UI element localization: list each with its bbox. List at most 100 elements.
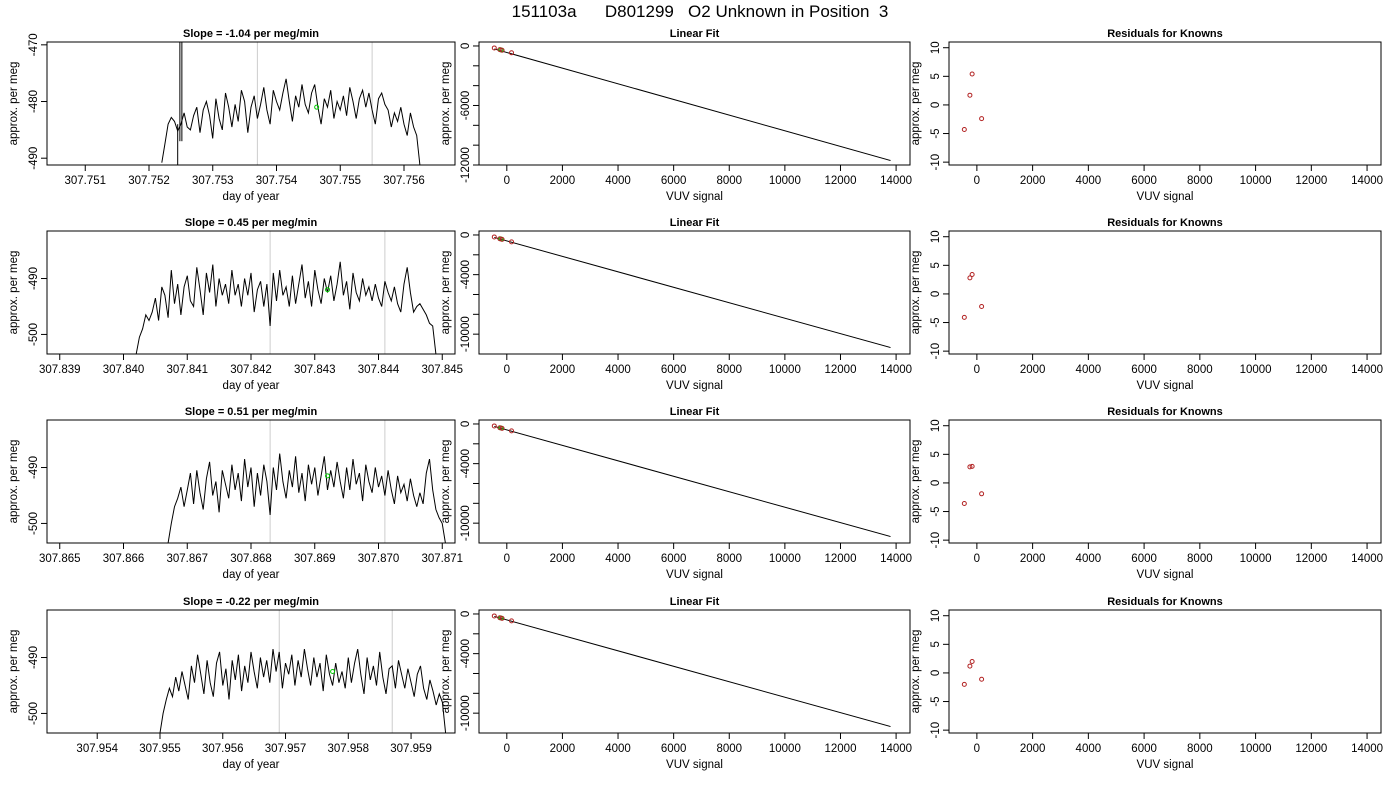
known-point <box>497 236 503 242</box>
y-axis-label: approx. per meg <box>440 440 452 524</box>
x-tick-label: 307.841 <box>166 364 208 376</box>
x-tick-label: 4000 <box>605 364 631 376</box>
known-point <box>497 425 503 431</box>
known-point <box>969 658 975 664</box>
x-tick-label: 0 <box>974 553 980 565</box>
panel-1-2: Linear Fit 0 2000 4000 6000 8000 10000 12000 140… <box>440 28 912 203</box>
y-tick-label: -5 <box>930 128 942 138</box>
known-point <box>497 615 503 621</box>
x-tick-label: 307.866 <box>103 553 145 565</box>
x-tick-label: 8000 <box>1187 743 1213 755</box>
x-tick-label: 4000 <box>1076 743 1102 755</box>
x-tick-label: 6000 <box>1131 743 1157 755</box>
known-point <box>961 127 967 133</box>
panel-title: Linear Fit <box>670 596 720 608</box>
plot-area <box>491 423 891 538</box>
x-tick-label: 8000 <box>1187 175 1213 187</box>
x-tick-label: 14000 <box>1351 743 1383 755</box>
y-tick-label: -480 <box>28 90 40 113</box>
known-point <box>961 681 967 687</box>
y-tick-label: -490 <box>28 147 40 170</box>
y-tick-label: 0 <box>930 670 942 676</box>
x-axis-label: VUV signal <box>666 191 723 203</box>
x-axis-label: VUV signal <box>1137 569 1194 581</box>
known-point <box>979 116 985 122</box>
x-tick-label: 307.959 <box>390 743 432 755</box>
x-axis-label: VUV signal <box>666 569 723 581</box>
plot-frame <box>478 41 911 166</box>
y-tick-label: -5 <box>930 317 942 327</box>
known-point <box>491 613 497 619</box>
x-tick-label: 12000 <box>1295 743 1327 755</box>
y-tick-label: 10 <box>930 230 942 243</box>
x-tick-label: 0 <box>504 175 510 187</box>
panel-1-1: Slope = -1.04 per meg/min 307.751 307.752 3… <box>8 28 456 203</box>
x-tick-label: 307.839 <box>39 364 81 376</box>
x-tick-label: 307.865 <box>39 553 81 565</box>
x-tick-label: 8000 <box>1187 364 1213 376</box>
x-tick-label: 10000 <box>1240 175 1272 187</box>
known-point <box>509 239 515 245</box>
known-point <box>967 663 973 669</box>
x-tick-label: 2000 <box>1020 743 1046 755</box>
x-tick-label: 307.954 <box>76 743 118 755</box>
x-tick-label: 8000 <box>716 553 742 565</box>
x-tick-label: 307.871 <box>421 553 463 565</box>
x-tick-label: 6000 <box>661 364 687 376</box>
x-tick-label: 10000 <box>769 364 801 376</box>
x-tick-label: 307.844 <box>358 364 400 376</box>
x-tick-label: 12000 <box>824 364 856 376</box>
plot-frame <box>46 230 456 355</box>
plot-area <box>961 463 985 507</box>
y-tick-label: 10 <box>930 41 942 54</box>
known-point <box>967 275 973 281</box>
x-tick-label: 2000 <box>1020 553 1046 565</box>
y-tick-label: -490 <box>28 267 40 290</box>
plot-area <box>491 613 891 728</box>
x-tick-label: 12000 <box>824 553 856 565</box>
y-tick-label: 0 <box>930 102 942 108</box>
x-tick-label: 8000 <box>716 364 742 376</box>
x-tick-label: 307.751 <box>64 175 106 187</box>
plot-area <box>491 45 891 162</box>
series-line <box>161 78 421 165</box>
plot-frame <box>948 419 1382 544</box>
known-point <box>491 45 497 51</box>
y-tick-label: 5 <box>930 641 942 647</box>
plot-area <box>961 71 985 133</box>
plot-frame <box>948 230 1382 355</box>
y-axis-label: approx. per meg <box>8 251 20 335</box>
x-tick-label: 307.867 <box>166 553 208 565</box>
y-tick-label: -10 <box>930 532 942 549</box>
plot-frame <box>478 609 911 734</box>
known-point <box>499 425 505 431</box>
y-tick-label: 0 <box>460 232 472 238</box>
unknown-point <box>314 104 320 110</box>
known-point <box>499 615 505 621</box>
y-axis-label: approx. per meg <box>910 440 922 524</box>
unknown-point <box>330 669 336 674</box>
x-tick-label: 12000 <box>1295 553 1327 565</box>
x-tick-label: 10000 <box>769 175 801 187</box>
x-tick-label: 307.753 <box>192 175 234 187</box>
known-point <box>491 423 497 429</box>
known-point <box>509 428 515 434</box>
x-tick-label: 10000 <box>1240 743 1272 755</box>
x-tick-label: 2000 <box>1020 175 1046 187</box>
x-tick-label: 4000 <box>1076 175 1102 187</box>
y-tick-label: 0 <box>930 480 942 486</box>
plot-area <box>135 231 437 354</box>
known-point <box>969 463 975 469</box>
known-point <box>979 491 985 497</box>
panel-4-1: Slope = -0.22 per meg/min 307.954 307.955 3… <box>8 596 456 771</box>
y-tick-label: -10000 <box>460 316 472 352</box>
plot-area <box>167 420 446 543</box>
plot-frame <box>948 609 1382 734</box>
x-tick-label: 10000 <box>769 743 801 755</box>
plot-frame <box>46 419 456 544</box>
plot-area <box>961 271 985 320</box>
